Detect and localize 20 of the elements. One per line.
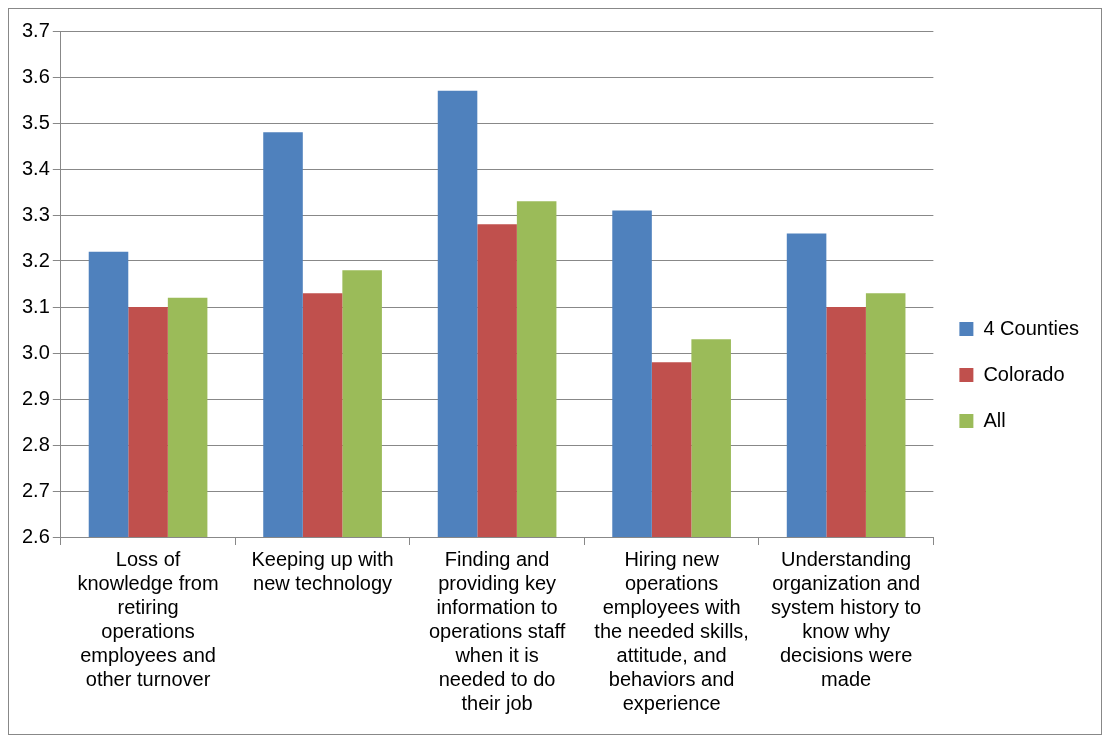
y-tick-label: 3.2 [21, 248, 50, 271]
y-tick-label: 2.7 [21, 478, 50, 501]
legend-label: Colorado [983, 362, 1065, 385]
y-tick-label: 2.6 [21, 524, 50, 547]
x-tick-label: Hiring new operations employees with the needed skills, attitude, and behaviors and experience [594, 547, 749, 714]
y-tick-label: 3.3 [21, 202, 50, 225]
y-tick-label: 3.6 [21, 64, 50, 87]
y-tick-label: 2.9 [21, 386, 50, 409]
x-tick-label: Loss of knowledge from retiring operations employees and other turnover [77, 547, 219, 690]
y-tick-label: 3.7 [21, 18, 50, 41]
x-tick-label: Finding and providing key information to operations staff when it is needed to do their job [428, 547, 566, 714]
y-tick-label: 3.5 [21, 110, 50, 133]
y-tick-label: 3.1 [21, 294, 50, 317]
legend-label: 4 Counties [983, 316, 1080, 339]
x-tick-label: Keeping up with new technology [251, 547, 394, 594]
y-tick-label: 3.0 [21, 340, 50, 363]
x-tick-label: Understanding organization and system history to know why decisions were made [771, 547, 922, 690]
y-tick-label: 3.4 [21, 156, 50, 179]
legend-label: All [983, 408, 1006, 431]
y-tick-label: 2.8 [21, 432, 50, 455]
